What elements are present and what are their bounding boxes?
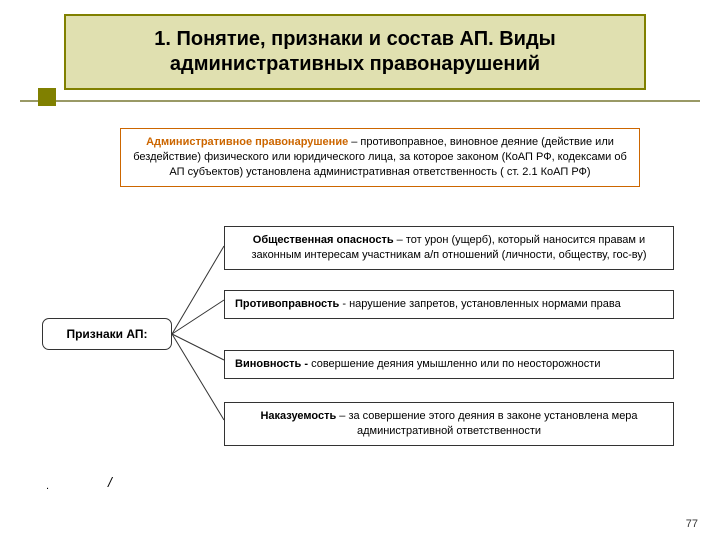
definition-term: Административное правонарушение (146, 136, 348, 148)
feature-term: Наказуемость (260, 410, 336, 422)
signs-label-box: Признаки АП: (42, 318, 172, 350)
page-number: 77 (686, 518, 698, 530)
decor-dot: . (46, 480, 49, 492)
feature-term: Виновность - (235, 358, 311, 370)
feature-text: за совершение этого деяния в законе уста… (348, 410, 637, 437)
slide-title: 1. Понятие, признаки и состав АП. Виды а… (86, 27, 624, 77)
feature-text: совершение деяния умышленно или по неост… (311, 358, 600, 370)
signs-label: Признаки АП: (66, 327, 147, 341)
feature-term: Противоправность (235, 298, 339, 310)
feature-box-3: Виновность - совершение деяния умышленно… (224, 350, 674, 379)
feature-term: Общественная опасность (253, 234, 394, 246)
feature-box-1: Общественная опасность – тот урон (ущерб… (224, 226, 674, 270)
feature-box-2: Противоправность - нарушение запретов, у… (224, 290, 674, 319)
feature-sep: – (336, 410, 348, 422)
feature-sep: - (339, 298, 349, 310)
decor-slash: / (108, 474, 112, 490)
feature-box-4: Наказуемость – за совершение этого деяни… (224, 402, 674, 446)
slide-title-block: 1. Понятие, признаки и состав АП. Виды а… (64, 14, 646, 90)
feature-sep: – (394, 234, 406, 246)
feature-text: нарушение запретов, установленных нормам… (349, 298, 621, 310)
accent-square (38, 88, 56, 106)
definition-box: Административное правонарушение – против… (120, 128, 640, 187)
horizontal-rule (20, 100, 700, 102)
